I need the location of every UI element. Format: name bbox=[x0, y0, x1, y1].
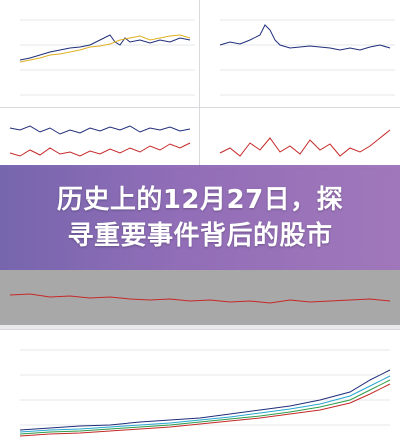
title-line-1: 历史上的12月27日，探 bbox=[56, 185, 344, 215]
chart-panel-mid-right bbox=[200, 108, 400, 168]
line-chart-bottom bbox=[19, 349, 391, 437]
line-chart-mid-right bbox=[219, 129, 391, 157]
page-title: 历史上的12月27日，探 寻重要事件背后的股市 bbox=[0, 182, 400, 254]
line-chart-top-left bbox=[19, 19, 195, 96]
title-line-2: 寻重要事件背后的股市 bbox=[67, 221, 333, 251]
chart-panel-bottom bbox=[0, 330, 400, 440]
title-overlay bbox=[0, 165, 400, 270]
chart-panel-band bbox=[0, 270, 400, 325]
line-chart-top-right bbox=[219, 19, 395, 96]
chart-panel-top-left bbox=[0, 0, 200, 108]
chart-panel-top-right bbox=[200, 0, 400, 108]
chart-panel-mid-left bbox=[0, 108, 200, 168]
line-chart-band bbox=[9, 293, 391, 304]
line-chart-mid-left bbox=[9, 125, 191, 157]
